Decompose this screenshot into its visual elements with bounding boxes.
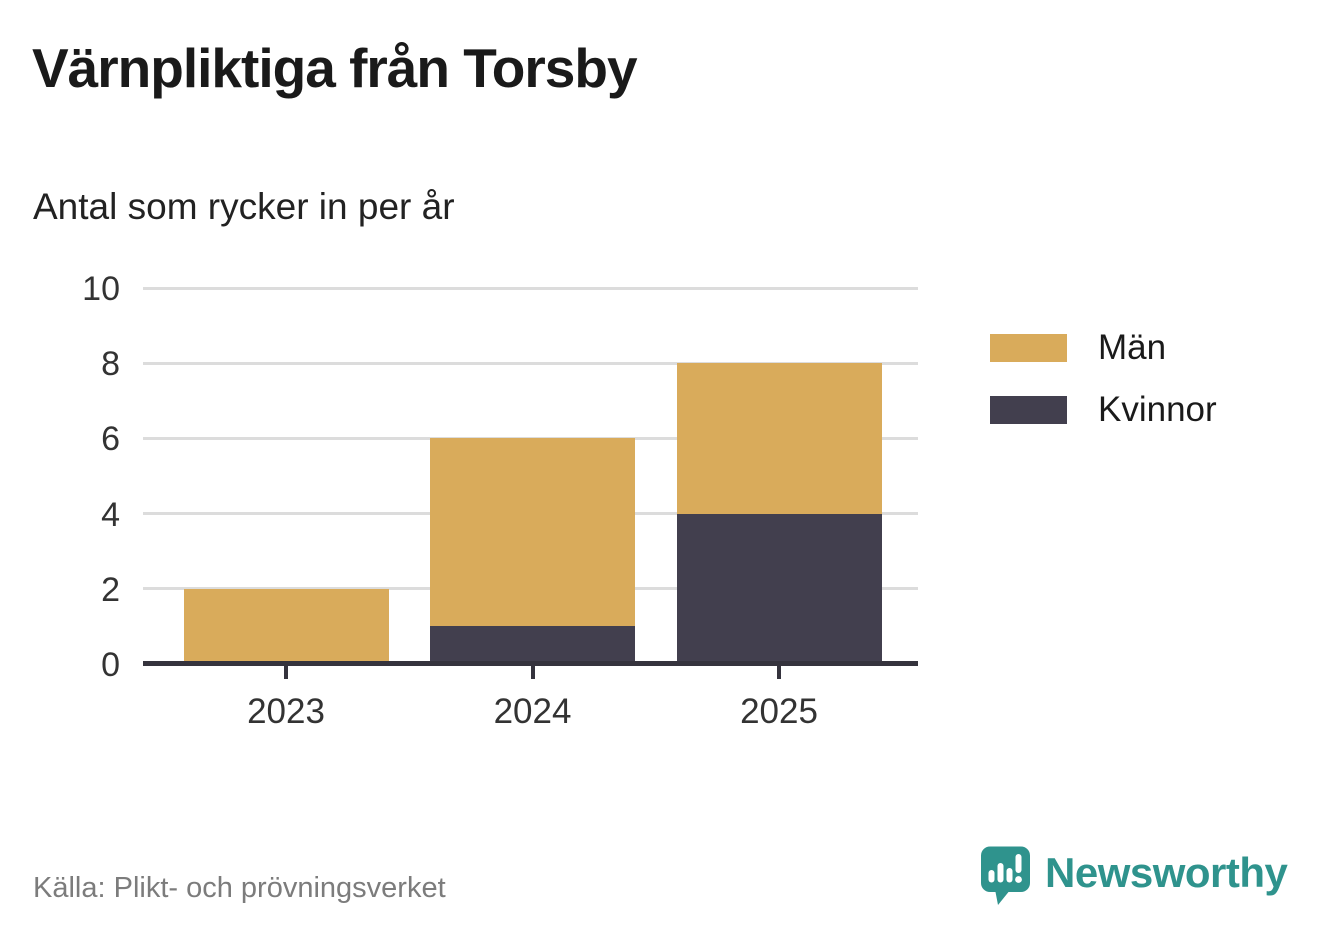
y-tick-label: 4 [101, 495, 120, 534]
gridline-y-10 [143, 286, 918, 290]
gridline-y-6 [143, 436, 918, 440]
x-tick-label-2023: 2023 [247, 692, 325, 731]
chart-subtitle: Antal som rycker in per år [33, 186, 455, 227]
brand-logo: Newsworthy [980, 846, 1288, 906]
x-tick-mark [284, 664, 288, 679]
legend-label: Män [1098, 328, 1167, 367]
y-tick-label: 10 [82, 270, 120, 308]
x-tick-mark [777, 664, 781, 679]
y-tick-label: 8 [101, 345, 120, 384]
legend-swatch-kvinnor [990, 395, 1067, 424]
brand-wordmark: Newsworthy [1045, 849, 1288, 896]
x-axis-line [143, 661, 918, 666]
bar-segment-2025-kvinnor [676, 513, 882, 664]
legend-label: Kvinnor [1098, 390, 1217, 429]
source-note: Källa: Plikt- och prövningsverket [33, 872, 446, 904]
bar-segment-2023-män [183, 588, 389, 664]
x-tick-mark [530, 664, 535, 679]
gridline-y-8 [143, 361, 918, 365]
bar-segment-2025-män [676, 363, 882, 514]
x-tick-label-2025: 2025 [740, 692, 818, 731]
legend-item-kvinnor: Kvinnor [990, 392, 1217, 427]
x-tick-label-2024: 2024 [493, 692, 572, 731]
y-tick-label: 6 [101, 420, 120, 459]
y-tick-label: 0 [101, 646, 120, 684]
legend-item-män: Män [990, 330, 1217, 365]
plot-area [143, 286, 918, 666]
y-tick-label: 2 [101, 570, 120, 609]
legend: Män Kvinnor [990, 330, 1217, 454]
newsworthy-bubble-icon [981, 846, 1030, 905]
legend-swatch-män [990, 333, 1067, 362]
bar-segment-2024-män [430, 438, 635, 627]
chart-title: Värnpliktiga från Torsby [32, 37, 638, 99]
bar-segment-2024-kvinnor [430, 626, 635, 664]
